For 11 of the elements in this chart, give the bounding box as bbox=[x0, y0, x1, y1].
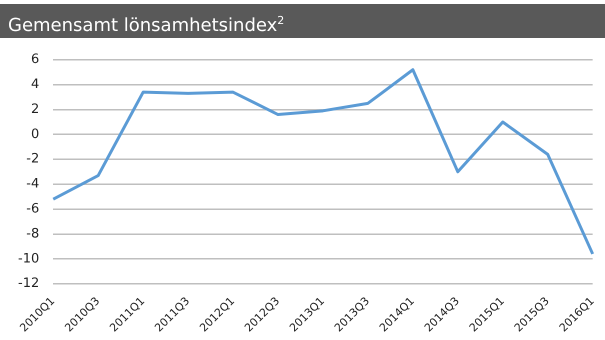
y-tick-label: -8 bbox=[26, 226, 40, 242]
y-tick-label: -2 bbox=[26, 152, 40, 167]
y-tick-label: 0 bbox=[30, 126, 40, 142]
y-tick-label: -10 bbox=[18, 251, 40, 266]
y-tick-label: -6 bbox=[26, 202, 40, 217]
chart-title: Gemensamt lönsamhetsindex$^{2}$ bbox=[0, 4, 605, 38]
y-tick-label: 2 bbox=[30, 102, 40, 117]
y-tick-label: 4 bbox=[30, 77, 40, 92]
y-tick-label: 6 bbox=[30, 52, 40, 68]
y-tick-label: -4 bbox=[26, 176, 40, 192]
y-tick-label: -12 bbox=[18, 276, 40, 292]
